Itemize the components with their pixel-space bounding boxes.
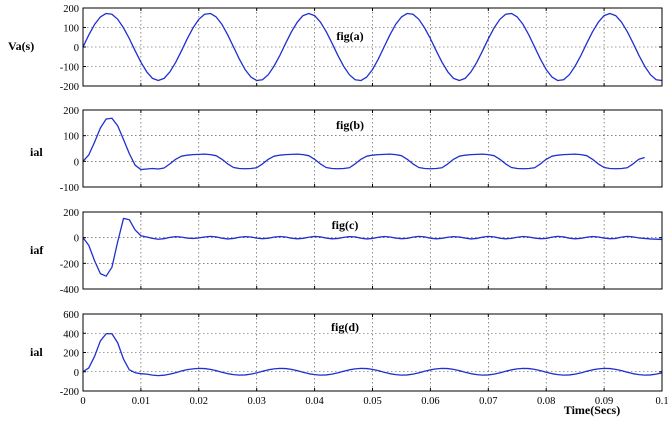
subplot-1: -200 -100 0 100 200 fig(a) Va(s) <box>8 4 663 93</box>
x-tick-label: 0.09 <box>595 396 613 407</box>
series-line <box>82 333 663 377</box>
y-tick-label: -400 <box>60 285 79 296</box>
y-tick-label: 200 <box>63 349 79 360</box>
y-axis-label: Va(s) <box>8 39 34 53</box>
x-tick-label: 0.05 <box>363 396 381 407</box>
x-tick-label: 0.02 <box>190 396 208 407</box>
x-tick-label: 0.03 <box>248 396 266 407</box>
y-tick-label: -200 <box>60 387 79 398</box>
x-tick-label: 0.01 <box>132 396 150 407</box>
x-tick-label: 0.06 <box>421 396 439 407</box>
x-tick-label: 0.04 <box>305 396 324 407</box>
y-axis-label: ial <box>30 345 43 359</box>
y-tick-label: 200 <box>63 4 79 15</box>
y-tick-label: 0 <box>74 234 79 245</box>
x-axis-label: Time(Secs) <box>564 403 620 417</box>
panel-title: fig(a) <box>336 29 363 43</box>
subplot-2: -100 0 100 200 fig(b) ial <box>30 106 663 194</box>
x-tick-label: 0 <box>80 396 85 407</box>
y-tick-label: -200 <box>60 259 79 270</box>
panel-title: fig(c) <box>332 218 359 232</box>
series-line <box>82 217 663 277</box>
y-tick-label: -100 <box>60 183 79 194</box>
y-tick-label: 600 <box>63 310 79 321</box>
x-tick-label: 0.08 <box>537 396 555 407</box>
panel-title: fig(d) <box>331 320 359 334</box>
x-tick-label: 0.1 <box>655 396 668 407</box>
y-axis-label: iaf <box>30 243 44 257</box>
y-tick-label: 100 <box>63 24 79 35</box>
y-tick-label: 0 <box>74 368 79 379</box>
y-axis-label: ial <box>30 145 43 159</box>
y-tick-label: 200 <box>63 106 79 117</box>
y-tick-label: 0 <box>74 157 79 168</box>
y-tick-label: -100 <box>60 63 79 74</box>
y-tick-label: -200 <box>60 82 79 93</box>
y-tick-label: 400 <box>63 329 79 340</box>
y-tick-label: 0 <box>74 43 79 54</box>
subplot-3: -400 -200 0 200 fig(c) iaf <box>30 208 663 296</box>
y-tick-label: 200 <box>63 208 79 219</box>
y-tick-label: 100 <box>63 132 79 143</box>
panel-title: fig(b) <box>336 118 364 132</box>
series-line <box>82 117 645 171</box>
series-line <box>82 12 663 82</box>
x-tick-label: 0.07 <box>479 396 497 407</box>
